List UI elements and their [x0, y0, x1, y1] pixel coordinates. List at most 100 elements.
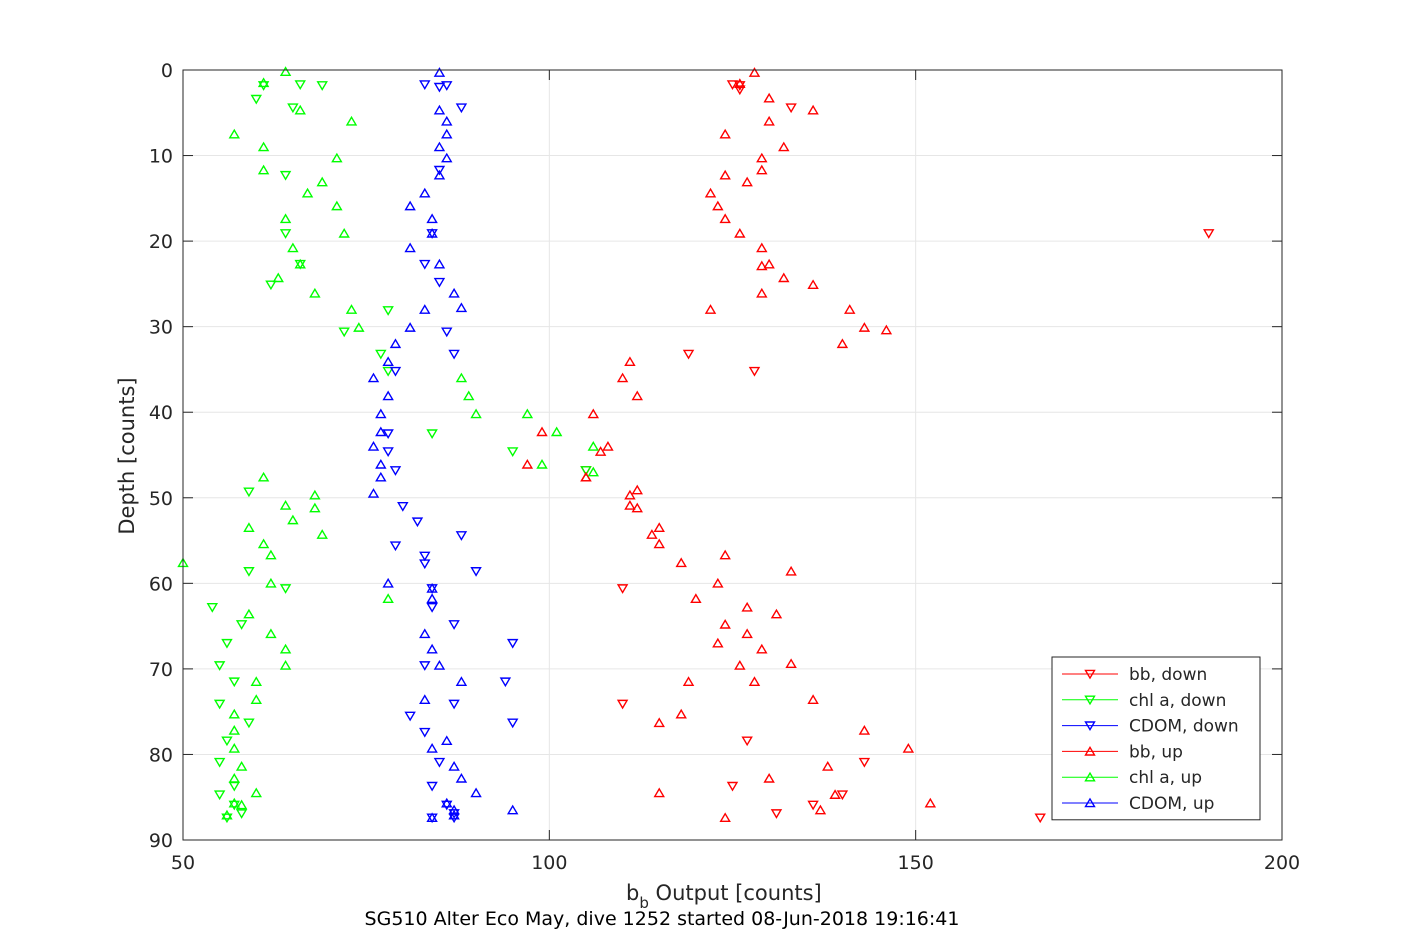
data-point	[734, 227, 746, 238]
data-point	[814, 804, 827, 815]
data-point	[426, 743, 438, 753]
data-point	[470, 787, 482, 798]
data-point	[1203, 229, 1215, 239]
y-tick-label: 10	[149, 146, 173, 168]
data-point	[433, 104, 446, 115]
series-cdom-down	[382, 80, 519, 824]
data-point	[441, 735, 453, 746]
data-point	[404, 200, 416, 211]
data-point	[389, 466, 402, 476]
data-point	[594, 446, 607, 456]
data-point	[734, 78, 746, 88]
data-point	[756, 242, 768, 253]
data-point	[419, 80, 431, 90]
data-point	[243, 567, 255, 577]
data-point	[250, 94, 262, 105]
data-point	[382, 390, 394, 401]
legend-label: chl a, down	[1129, 691, 1226, 711]
data-point	[265, 549, 277, 560]
data-point	[719, 549, 731, 560]
data-point	[397, 502, 409, 512]
data-point	[624, 356, 636, 367]
data-point	[294, 104, 306, 115]
data-point	[316, 81, 328, 91]
data-point	[228, 800, 241, 811]
series-layer	[177, 66, 1215, 824]
data-point	[228, 797, 241, 808]
data-point	[675, 708, 687, 719]
data-point	[287, 242, 299, 253]
data-point	[228, 743, 241, 753]
data-point	[726, 781, 739, 792]
data-point	[257, 81, 270, 91]
data-point	[419, 551, 431, 562]
data-point	[763, 92, 775, 103]
data-point	[712, 577, 724, 588]
data-point	[521, 408, 534, 419]
tick-group: 50 100 150 200 0 10 20 30 40 50 60 70 80 90	[149, 60, 1300, 874]
data-point	[404, 242, 416, 253]
x-tick-label: 100	[531, 852, 567, 874]
data-point	[419, 304, 431, 314]
data-point	[272, 272, 284, 283]
data-point	[653, 538, 665, 549]
data-point	[756, 287, 768, 298]
data-point	[756, 164, 768, 175]
data-point	[924, 797, 937, 808]
data-point	[213, 757, 226, 768]
legend-label: chl a, up	[1129, 768, 1202, 788]
legend-label: CDOM, down	[1129, 717, 1239, 737]
data-point	[257, 538, 270, 549]
data-point	[243, 608, 255, 619]
data-point	[756, 152, 768, 163]
legend-marker	[1084, 721, 1096, 732]
data-point	[748, 676, 761, 687]
data-point	[602, 441, 614, 451]
data-point	[228, 128, 241, 139]
data-point	[221, 736, 233, 747]
data-point	[257, 77, 270, 88]
legend-marker	[1084, 797, 1096, 808]
plot-frame	[182, 69, 1283, 841]
x-axis-label-subscript: b	[639, 894, 649, 912]
data-point	[807, 104, 819, 115]
data-point	[433, 757, 446, 768]
data-point	[829, 789, 841, 799]
data-point	[375, 408, 387, 419]
data-point	[235, 620, 248, 630]
data-point	[455, 103, 468, 114]
data-point	[448, 287, 460, 298]
data-point	[836, 338, 849, 349]
data-point	[631, 484, 643, 495]
x-tick-label: 150	[898, 852, 934, 874]
data-point	[367, 372, 380, 383]
data-point	[426, 227, 438, 238]
data-point	[470, 408, 482, 419]
data-point	[448, 620, 460, 630]
data-point	[646, 529, 658, 539]
data-point	[426, 602, 438, 613]
data-point	[726, 80, 739, 90]
data-point	[734, 660, 746, 670]
series-chl-a-down	[206, 80, 592, 824]
data-point	[587, 466, 600, 477]
legend-marker	[1084, 669, 1096, 680]
legend-label: CDOM, up	[1129, 794, 1214, 814]
legend-marker	[1084, 745, 1096, 756]
data-point	[550, 426, 563, 437]
series-chl-a-up	[177, 66, 600, 820]
y-tick-label: 80	[149, 744, 173, 766]
data-point	[382, 306, 394, 316]
data-point	[785, 103, 797, 114]
data-point	[631, 390, 643, 401]
data-point	[441, 115, 453, 126]
data-point	[778, 141, 790, 152]
data-point	[338, 227, 350, 238]
data-point	[279, 66, 292, 77]
data-point	[345, 115, 358, 126]
data-point	[506, 638, 519, 649]
data-point	[448, 349, 460, 360]
data-point	[822, 760, 834, 771]
data-point	[382, 577, 394, 588]
